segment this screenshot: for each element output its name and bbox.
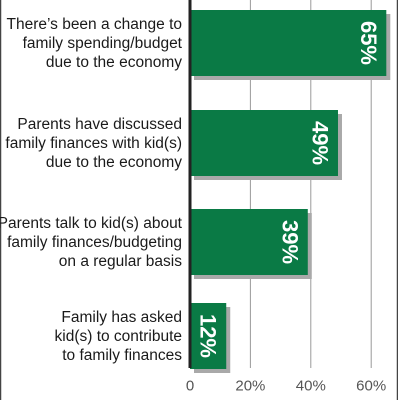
category-label: Family has asked kid(s) to contribute to f…	[55, 309, 183, 364]
bar	[190, 10, 387, 76]
bar-value-label: 49%	[307, 121, 332, 165]
bar	[190, 110, 338, 176]
category-label: Parents talk to kid(s) about family finan…	[0, 215, 183, 270]
x-tick-label: 60%	[356, 378, 386, 395]
bars: 65% 49% 39% 12%	[190, 10, 391, 373]
x-tick-label: 0	[186, 378, 194, 395]
x-tick-label: 40%	[296, 378, 326, 395]
category-label: There’s been a change to family spending/…	[6, 16, 182, 71]
x-tick-label: 20%	[235, 378, 265, 395]
bar	[190, 303, 227, 369]
x-axis-ticks: 0 20% 40% 60%	[186, 378, 386, 395]
bar-value-label: 12%	[196, 314, 221, 358]
category-label: Parents have discussed family finances wi…	[5, 116, 182, 171]
bar-value-label: 65%	[356, 21, 381, 65]
bar	[190, 209, 308, 275]
bar-value-label: 39%	[277, 220, 302, 264]
category-labels: There’s been a change to family spending/…	[0, 16, 183, 364]
